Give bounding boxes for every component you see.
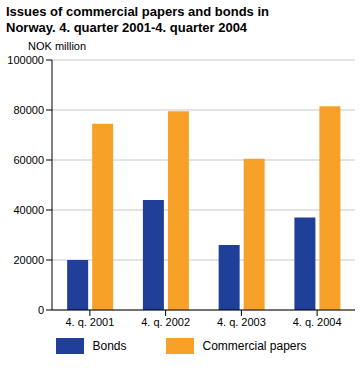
svg-text:20000: 20000 bbox=[13, 254, 44, 266]
svg-text:4. q. 2004: 4. q. 2004 bbox=[293, 316, 342, 328]
svg-text:0: 0 bbox=[38, 304, 44, 316]
svg-text:40000: 40000 bbox=[13, 204, 44, 216]
html-text:NOK million: NOK million bbox=[28, 40, 87, 52]
html-text:Commercial papers: Commercial papers bbox=[202, 339, 307, 353]
svg-text:4. q. 2003: 4. q. 2003 bbox=[217, 316, 266, 328]
html-text:Issues of commercial papers an: Issues of commercial papers and bonds in… bbox=[6, 4, 269, 35]
svg-text:4. q. 2002: 4. q. 2002 bbox=[141, 316, 190, 328]
svg-text:80000: 80000 bbox=[13, 104, 44, 116]
svg-text:60000: 60000 bbox=[13, 154, 44, 166]
svg-text:4. q. 2001: 4. q. 2001 bbox=[65, 316, 114, 328]
html-text:Bonds: Bonds bbox=[92, 339, 127, 353]
svg-text:100000: 100000 bbox=[8, 54, 44, 66]
